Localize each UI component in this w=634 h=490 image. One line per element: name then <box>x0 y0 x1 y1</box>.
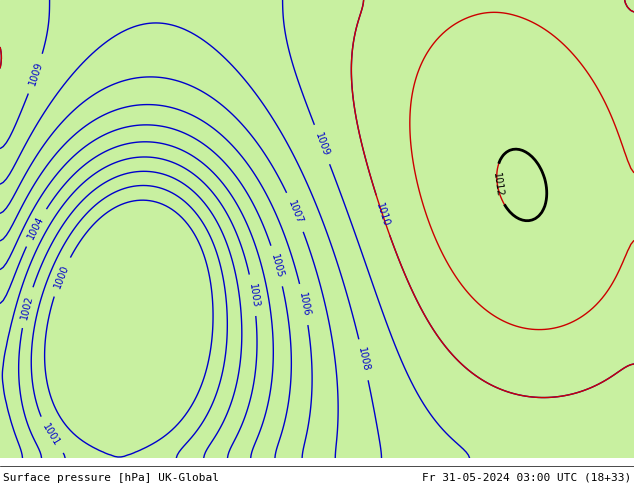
Text: 1009: 1009 <box>313 131 331 158</box>
Text: Fr 31-05-2024 03:00 UTC (18+33): Fr 31-05-2024 03:00 UTC (18+33) <box>422 473 631 483</box>
Text: 1010: 1010 <box>374 202 391 228</box>
Text: 1005: 1005 <box>269 253 285 279</box>
Text: 1000: 1000 <box>52 264 70 290</box>
Text: 1008: 1008 <box>356 347 371 373</box>
Text: 1009: 1009 <box>27 61 44 87</box>
Text: 1004: 1004 <box>26 214 46 241</box>
Text: 1002: 1002 <box>19 294 35 320</box>
Text: 1012: 1012 <box>491 172 504 197</box>
Text: 1003: 1003 <box>247 282 260 308</box>
Polygon shape <box>0 0 634 458</box>
Text: Surface pressure [hPa] UK-Global: Surface pressure [hPa] UK-Global <box>3 473 219 483</box>
Text: 1007: 1007 <box>286 199 304 225</box>
Text: 1001: 1001 <box>41 422 61 448</box>
Text: 1006: 1006 <box>297 292 311 318</box>
